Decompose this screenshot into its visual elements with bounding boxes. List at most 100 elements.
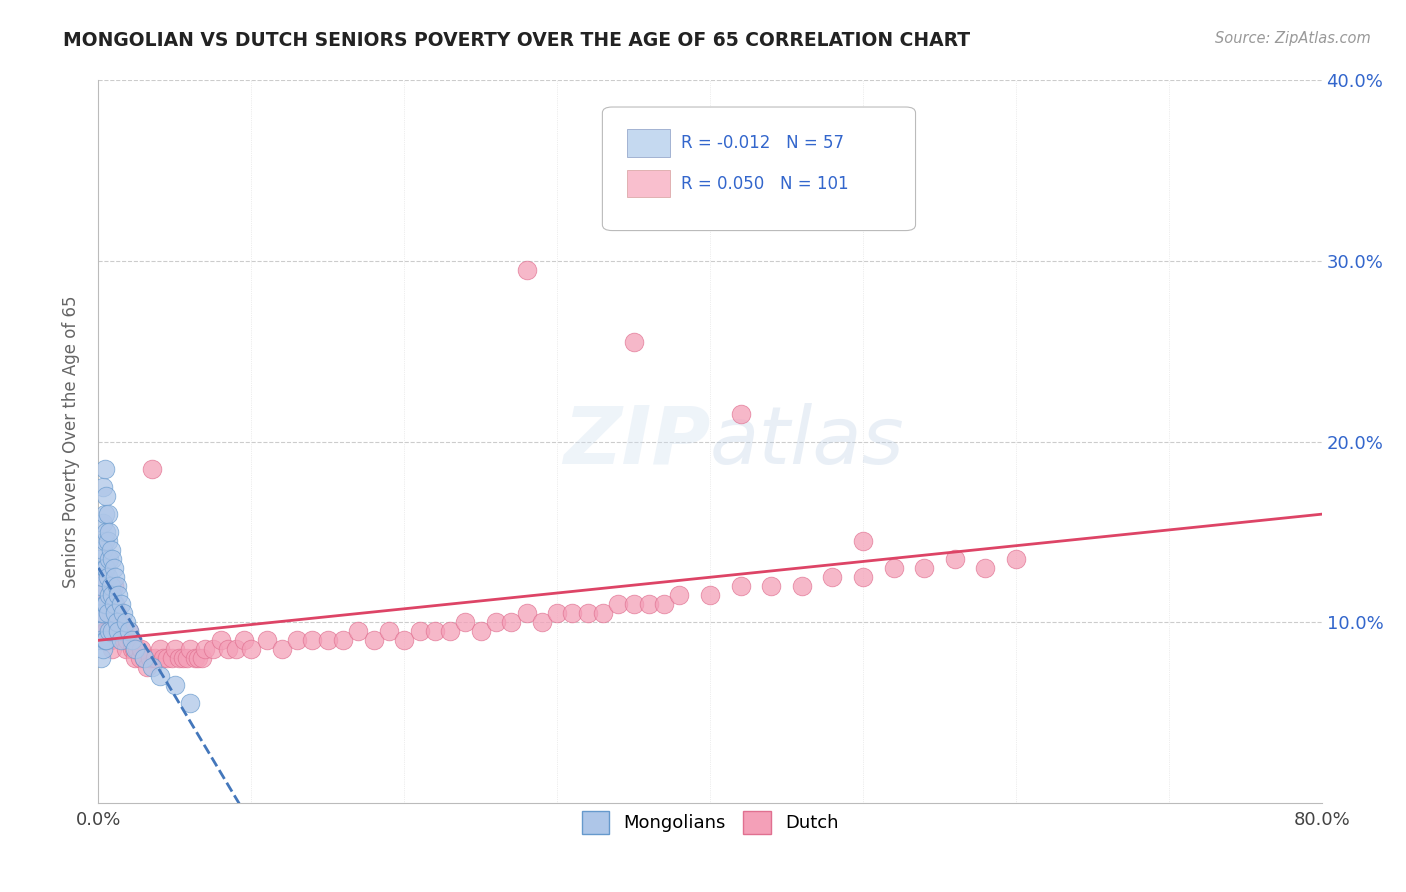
- Point: [97, 624, 120, 639]
- Point: [93, 597, 115, 611]
- Point: [93, 633, 115, 648]
- Point: [363, 633, 385, 648]
- Point: [912, 561, 935, 575]
- Point: [176, 651, 198, 665]
- Point: [730, 579, 752, 593]
- Point: [101, 588, 124, 602]
- Point: [179, 697, 201, 711]
- Point: [852, 570, 875, 584]
- Point: [93, 561, 115, 575]
- Point: [90, 579, 112, 593]
- Point: [256, 633, 278, 648]
- Point: [668, 588, 690, 602]
- Point: [821, 570, 844, 584]
- Point: [883, 561, 905, 575]
- Point: [194, 642, 217, 657]
- Point: [97, 588, 120, 602]
- Point: [93, 461, 115, 475]
- Point: [90, 651, 112, 665]
- Point: [152, 651, 174, 665]
- Point: [111, 606, 134, 620]
- Point: [485, 615, 508, 630]
- Point: [107, 615, 129, 630]
- Point: [91, 570, 114, 584]
- Point: [117, 633, 139, 648]
- Point: [89, 606, 111, 620]
- Point: [94, 561, 117, 575]
- Point: [184, 651, 207, 665]
- Point: [301, 633, 323, 648]
- Point: [91, 642, 114, 657]
- Point: [623, 597, 645, 611]
- Point: [516, 606, 538, 620]
- Point: [163, 642, 186, 657]
- FancyBboxPatch shape: [627, 169, 669, 197]
- Point: [90, 606, 112, 620]
- Point: [101, 624, 124, 639]
- Point: [576, 606, 599, 620]
- Point: [141, 461, 163, 475]
- Point: [98, 624, 121, 639]
- Point: [94, 633, 117, 648]
- Text: R = 0.050   N = 101: R = 0.050 N = 101: [681, 175, 848, 193]
- Point: [124, 642, 146, 657]
- Point: [101, 642, 124, 657]
- Point: [115, 615, 138, 630]
- Point: [121, 642, 143, 657]
- Point: [124, 651, 146, 665]
- Point: [172, 651, 194, 665]
- Point: [134, 651, 156, 665]
- Point: [105, 615, 128, 630]
- Point: [134, 651, 156, 665]
- Point: [98, 524, 121, 539]
- Point: [100, 633, 122, 648]
- Point: [97, 507, 120, 521]
- Point: [90, 588, 112, 602]
- Point: [91, 480, 114, 494]
- Point: [104, 570, 127, 584]
- Point: [143, 651, 166, 665]
- Point: [122, 642, 145, 657]
- Point: [89, 552, 111, 566]
- Point: [623, 335, 645, 350]
- Text: Source: ZipAtlas.com: Source: ZipAtlas.com: [1215, 31, 1371, 46]
- Point: [98, 633, 121, 648]
- Point: [98, 552, 121, 566]
- Point: [125, 642, 148, 657]
- Point: [163, 678, 186, 692]
- Point: [392, 633, 416, 648]
- Point: [240, 642, 263, 657]
- Point: [112, 633, 135, 648]
- Point: [149, 669, 172, 683]
- Point: [107, 588, 129, 602]
- Point: [169, 651, 191, 665]
- Point: [121, 633, 143, 648]
- Point: [101, 615, 124, 630]
- Point: [974, 561, 997, 575]
- Point: [100, 579, 122, 593]
- Point: [217, 642, 239, 657]
- Point: [423, 624, 446, 639]
- Point: [454, 615, 477, 630]
- Point: [408, 624, 430, 639]
- Point: [103, 624, 125, 639]
- Point: [100, 606, 122, 620]
- Point: [90, 633, 112, 648]
- Point: [699, 588, 721, 602]
- Legend: Mongolians, Dutch: Mongolians, Dutch: [574, 805, 846, 841]
- Point: [93, 624, 115, 639]
- Point: [94, 489, 117, 503]
- Point: [501, 615, 523, 630]
- Point: [160, 651, 183, 665]
- Point: [94, 588, 117, 602]
- Text: R = -0.012   N = 57: R = -0.012 N = 57: [681, 134, 844, 153]
- Point: [561, 606, 583, 620]
- Point: [156, 651, 179, 665]
- Point: [120, 633, 142, 648]
- Point: [191, 651, 214, 665]
- Point: [110, 597, 132, 611]
- Point: [115, 642, 138, 657]
- Point: [852, 533, 875, 548]
- Point: [470, 624, 492, 639]
- Point: [98, 588, 121, 602]
